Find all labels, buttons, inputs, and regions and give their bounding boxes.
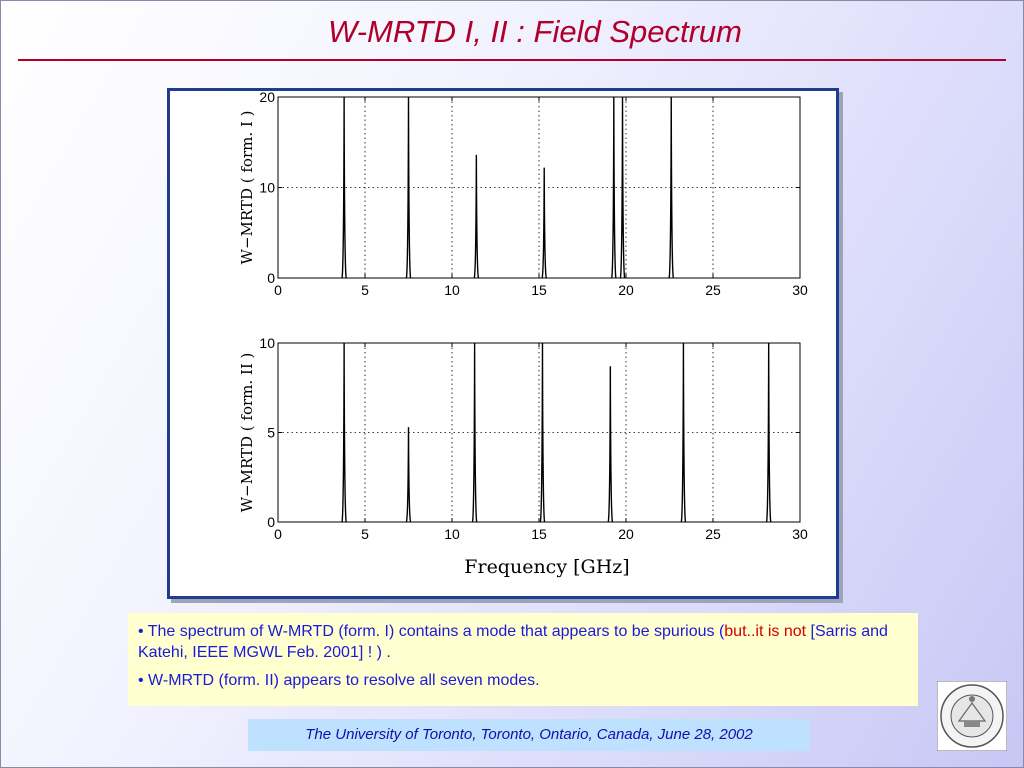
panel2-xtick-label: 15 [531,526,547,542]
panel2-ytick-label: 10 [259,335,275,351]
note1-suffix: [Sarris and Katehi, IEEE MGWL Feb. 2001]… [138,623,888,661]
note-seven-modes: • W-MRTD (form. II) appears to resolve a… [138,672,540,689]
panel1-xtick-label: 0 [274,282,282,298]
note1-highlight: but..it is not [724,623,807,640]
notes-box: • The spectrum of W-MRTD (form. I) conta… [128,613,918,706]
panel1-ytick-label: 20 [259,91,275,105]
title-divider [18,59,1006,61]
slide-title: W-MRTD I, II : Field Spectrum [328,14,742,49]
panel1-xtick-label: 20 [618,282,634,298]
panel1-peak [341,96,347,279]
panel2-ytick-label: 0 [267,514,275,530]
spectrum-figure: 0 5 10 15 20 25 30 0 10 20 W−MRTD ( form. I ) 0 5 10 1… [167,88,839,599]
panel1-peak [611,96,617,279]
university-seal-logo [937,681,1007,751]
panel1-ytick-label: 10 [259,180,275,196]
panel2-xtick-label: 0 [274,526,282,542]
panel2-peak [405,427,412,523]
note-spurious-mode: • The spectrum of W-MRTD (form. I) conta… [138,621,908,663]
panel2-xtick-label: 5 [361,526,369,542]
panel2-peak [341,342,347,523]
panel1-xtick-label: 15 [531,282,547,298]
panel2-xlabel: Frequency [GHz] [464,556,629,578]
panel2-peak [680,342,687,523]
note1-prefix: • The spectrum of W-MRTD (form. I) conta… [138,623,725,640]
panel1-xtick-label: 10 [444,282,460,298]
panel2-peak [607,366,614,523]
footer-caption: The University of Toronto, Toronto, Onta… [248,719,810,751]
panel1-peak [619,96,626,279]
panel2-xtick-label: 20 [618,526,634,542]
panel2-xtick-label: 30 [792,526,808,542]
panel2-xtick-label: 10 [444,526,460,542]
panel2-peak [765,342,772,523]
panel1-xtick-label: 5 [361,282,369,298]
panel1-ytick-label: 0 [267,270,275,286]
panel2-peak [471,342,478,523]
panel1-peak [405,96,412,279]
panel1-peak [668,96,675,279]
panel1-peak [541,167,547,279]
panel2-xtick-label: 25 [705,526,721,542]
panel2-ylabel: W−MRTD ( form. II ) [238,353,256,513]
panel1-peak [473,154,480,279]
panel2-ytick-label: 5 [267,425,275,441]
panel1-xtick-label: 25 [705,282,721,298]
panel1-xtick-label: 30 [792,282,808,298]
panel1-ylabel: W−MRTD ( form. I ) [238,111,256,265]
panel2-peak [539,342,546,523]
